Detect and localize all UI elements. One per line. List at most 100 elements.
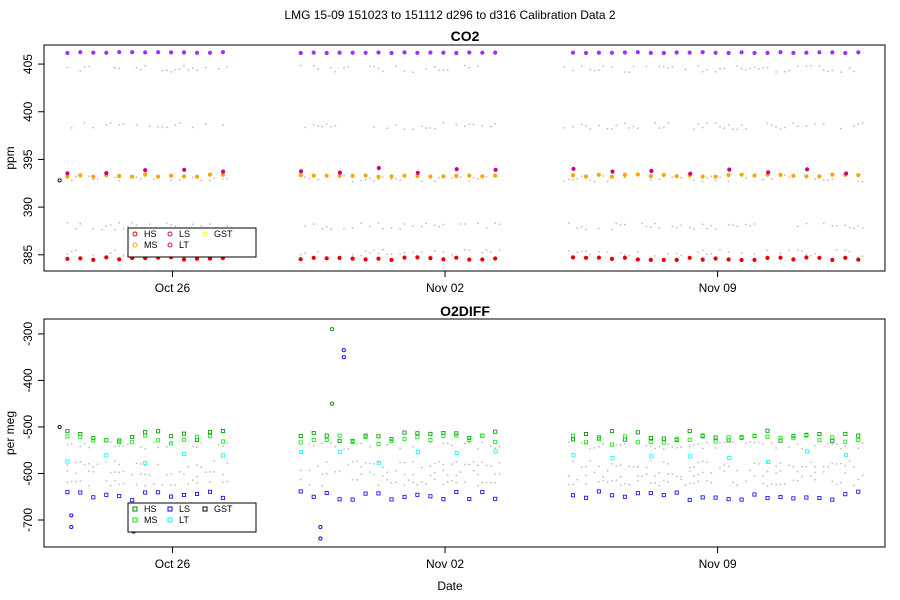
raw-point xyxy=(805,465,808,468)
raw-point xyxy=(693,128,695,131)
raw-point xyxy=(394,177,397,180)
raw-point xyxy=(619,484,622,487)
legend-box xyxy=(127,227,257,258)
raw-point xyxy=(420,180,423,183)
raw-point xyxy=(822,471,825,473)
raw-point xyxy=(835,248,838,251)
series-point-HS xyxy=(376,434,381,439)
raw-point xyxy=(161,69,164,72)
series-point-HS xyxy=(298,433,303,438)
raw-point xyxy=(75,227,77,230)
series-point-LS xyxy=(78,50,83,55)
raw-point xyxy=(394,469,397,472)
series-point-HS xyxy=(428,256,433,261)
raw-point xyxy=(770,177,773,180)
raw-point xyxy=(675,226,678,229)
raw-point xyxy=(788,69,790,72)
series-point-HS xyxy=(648,435,653,440)
raw-point xyxy=(299,469,302,472)
series-point-HS xyxy=(830,257,835,263)
raw-point xyxy=(706,122,708,124)
series-point-LS xyxy=(856,489,861,494)
raw-point xyxy=(701,180,704,183)
raw-point xyxy=(762,443,765,446)
raw-point xyxy=(464,64,466,67)
raw-point xyxy=(580,175,583,178)
raw-point xyxy=(589,127,592,130)
raw-point xyxy=(451,479,453,482)
raw-point xyxy=(66,481,69,484)
raw-point xyxy=(174,225,177,228)
legend-marker-hs xyxy=(132,231,138,237)
raw-point xyxy=(429,474,432,477)
raw-point xyxy=(719,176,721,179)
raw-point xyxy=(567,178,570,181)
raw-point xyxy=(170,442,173,444)
raw-point xyxy=(611,228,613,231)
series-point-LT xyxy=(493,449,498,454)
raw-point xyxy=(775,71,777,73)
raw-point xyxy=(688,226,691,229)
raw-point xyxy=(92,228,95,230)
raw-point xyxy=(805,125,808,128)
raw-point xyxy=(481,125,484,127)
series-point-MS xyxy=(389,438,394,443)
series-point-LS xyxy=(298,489,303,494)
raw-point xyxy=(66,221,69,224)
raw-point xyxy=(809,64,812,67)
raw-point xyxy=(330,66,332,69)
raw-point xyxy=(75,176,77,178)
raw-point xyxy=(92,254,95,257)
raw-point xyxy=(420,251,423,254)
raw-point xyxy=(451,177,453,179)
raw-point xyxy=(498,473,501,475)
series-point-MS xyxy=(298,440,303,445)
raw-point xyxy=(593,471,596,474)
raw-point xyxy=(347,65,350,68)
raw-point xyxy=(654,475,656,478)
raw-point xyxy=(399,447,401,450)
series-point-LS xyxy=(648,491,653,496)
series-point-MS xyxy=(739,434,744,439)
raw-point xyxy=(343,228,345,230)
raw-point xyxy=(783,126,786,129)
raw-point xyxy=(611,66,613,68)
raw-point xyxy=(170,473,173,475)
raw-point xyxy=(360,254,363,257)
series-point-MS xyxy=(143,433,148,438)
raw-point xyxy=(572,460,574,463)
raw-point xyxy=(662,126,665,129)
extra-point xyxy=(330,401,335,406)
raw-point xyxy=(118,483,121,486)
raw-point xyxy=(801,465,803,468)
series-point-LS xyxy=(181,50,187,55)
series-point-MS xyxy=(130,440,135,445)
series-point-LS xyxy=(156,50,161,55)
raw-point xyxy=(399,461,401,464)
raw-point xyxy=(680,224,682,227)
raw-point xyxy=(598,250,600,253)
raw-point xyxy=(438,460,440,463)
raw-point xyxy=(70,179,73,182)
series-point-LT xyxy=(65,171,70,176)
raw-point xyxy=(446,474,449,476)
raw-point xyxy=(464,463,466,466)
raw-point xyxy=(386,253,389,256)
x-tick-label: Oct 26 xyxy=(155,557,191,571)
series-point-LT xyxy=(688,454,693,459)
series-point-LS xyxy=(117,494,122,499)
raw-point xyxy=(589,179,592,181)
raw-point xyxy=(226,462,229,464)
raw-point xyxy=(477,178,479,181)
raw-point xyxy=(593,446,596,449)
raw-point xyxy=(706,227,708,230)
raw-point xyxy=(92,471,95,473)
raw-point xyxy=(217,443,220,446)
y-tick-label: 395 xyxy=(21,149,35,169)
series-point-HS xyxy=(817,255,822,260)
raw-point xyxy=(191,445,194,448)
series-point-HS xyxy=(311,430,316,435)
raw-point xyxy=(369,252,371,254)
raw-point xyxy=(317,68,319,70)
series-point-LS xyxy=(350,50,355,55)
